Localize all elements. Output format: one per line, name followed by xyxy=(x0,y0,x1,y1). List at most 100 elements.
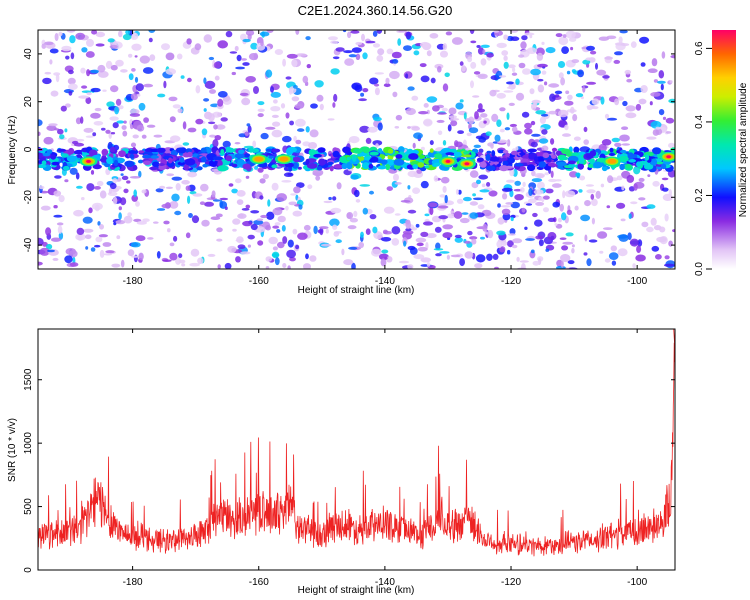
spectrogram-noise-cell xyxy=(640,62,646,67)
spectrogram-noise-cell xyxy=(569,171,578,178)
spectrogram-noise-cell xyxy=(482,223,488,232)
spectrogram-band-cell xyxy=(208,159,219,167)
spectrogram-band-cell xyxy=(601,165,608,172)
spectrogram-noise-cell xyxy=(103,253,112,256)
spectrogram-band-cell xyxy=(502,160,509,166)
spectrogram-band-cell xyxy=(408,153,419,160)
spectrogram-noise-cell xyxy=(461,65,466,72)
spectrogram-noise-cell xyxy=(270,86,274,93)
spectrogram-noise-cell xyxy=(118,105,124,110)
spectrogram-band-cell xyxy=(546,159,552,163)
spectrogram-noise-cell xyxy=(58,195,65,203)
spectrogram-noise-cell xyxy=(626,78,633,83)
spectrogram-band-cell xyxy=(369,158,379,163)
spectrogram-noise-cell xyxy=(468,116,475,125)
spectrogram-noise-cell xyxy=(234,45,239,52)
spectrogram-noise-cell xyxy=(494,134,501,142)
spectrogram-noise-cell xyxy=(86,69,91,77)
spectrogram-noise-cell xyxy=(293,186,301,194)
spectrogram-noise-cell xyxy=(169,116,176,123)
spectrogram-band-cell xyxy=(625,163,632,169)
y-tick-label: 40 xyxy=(23,48,34,60)
spectrogram-noise-cell xyxy=(488,190,498,197)
spectrogram-noise-cell xyxy=(75,138,85,142)
spectrogram-noise-cell xyxy=(320,243,332,247)
spectrogram-noise-cell xyxy=(291,96,300,102)
spectrogram-noise-cell xyxy=(241,208,250,211)
spectrogram-peak xyxy=(666,155,672,159)
spectrogram-noise-cell xyxy=(503,90,514,93)
spectrogram-noise-cell xyxy=(566,70,571,75)
spectrogram-noise-cell xyxy=(235,178,242,184)
spectrogram-noise-cell xyxy=(528,198,537,204)
spectrogram-noise-cell xyxy=(601,139,612,146)
spectrogram-noise-cell xyxy=(156,251,161,259)
spectrogram-noise-cell xyxy=(75,32,86,40)
spectrogram-noise-cell xyxy=(172,104,181,109)
spectrogram-noise-cell xyxy=(607,175,614,184)
spectrogram-noise-cell xyxy=(554,90,563,95)
spectrogram-noise-cell xyxy=(38,237,44,246)
spectrogram-noise-cell xyxy=(38,261,43,266)
spectrogram-band-cell xyxy=(587,163,594,168)
spectrogram-noise-cell xyxy=(167,228,171,233)
spectrogram-band-cell xyxy=(486,150,492,154)
spectrogram-band-cell xyxy=(505,152,510,158)
spectrogram-noise-cell xyxy=(541,70,547,75)
spectrogram-noise-cell xyxy=(374,87,380,96)
spectrogram-noise-cell xyxy=(131,43,142,51)
spectrogram-noise-cell xyxy=(265,126,276,130)
spectrogram-noise-cell xyxy=(469,170,479,178)
spectrogram-noise-cell xyxy=(257,108,265,113)
spectrogram-noise-cell xyxy=(580,214,591,222)
spectrogram-noise-cell xyxy=(341,248,345,256)
spectrogram-noise-cell xyxy=(455,102,464,110)
spectrogram-noise-cell xyxy=(571,247,575,254)
spectrogram-noise-cell xyxy=(114,106,119,115)
spectrogram-band-cell xyxy=(110,146,116,153)
spectrogram-noise-cell xyxy=(110,132,116,135)
spectrogram-band-cell xyxy=(292,162,299,169)
spectrogram-noise-cell xyxy=(367,126,378,133)
spectrogram-noise-cell xyxy=(496,119,502,127)
spectrogram-band-cell xyxy=(433,162,441,167)
spectrogram-noise-cell xyxy=(395,114,403,121)
spectrogram-band-cell xyxy=(650,158,658,166)
spectrogram-noise-cell xyxy=(93,186,101,190)
spectrogram-noise-cell xyxy=(217,40,228,49)
spectrogram-noise-cell xyxy=(56,222,64,226)
spectrogram-noise-cell xyxy=(57,128,64,135)
spectrogram-noise-cell xyxy=(412,187,421,194)
spectrogram-noise-cell xyxy=(561,46,569,54)
spectrogram-noise-cell xyxy=(492,253,499,260)
spectrogram-noise-cell xyxy=(287,239,294,248)
spectrogram-noise-cell xyxy=(621,143,630,146)
spectrogram-noise-cell xyxy=(435,253,442,257)
spectrogram-noise-cell xyxy=(199,201,206,205)
spectrogram-noise-cell xyxy=(330,207,342,214)
spectrogram-noise-cell xyxy=(512,238,523,244)
spectrogram-noise-cell xyxy=(620,43,630,47)
spectrogram-noise-cell xyxy=(118,206,123,211)
spectrogram-noise-cell xyxy=(257,101,265,106)
spectrogram-noise-cell xyxy=(486,182,491,187)
spectrogram-noise-cell xyxy=(420,146,425,151)
spectrogram-noise-cell xyxy=(511,72,518,76)
spectrogram-noise-cell xyxy=(61,45,72,52)
spectrogram-band-cell xyxy=(434,153,443,159)
spectrogram-noise-cell xyxy=(134,76,139,83)
spectrogram-noise-cell xyxy=(619,134,630,142)
spectrogram-noise-cell xyxy=(216,238,223,242)
spectrogram-noise-cell xyxy=(606,117,618,121)
spectrogram-noise-cell xyxy=(267,199,271,207)
spectrogram-noise-cell xyxy=(127,249,135,257)
spectrogram-noise-cell xyxy=(126,180,131,184)
spectrogram-noise-cell xyxy=(260,39,264,47)
spectrogram-noise-cell xyxy=(136,221,147,225)
spectrogram-band-cell xyxy=(225,155,232,162)
spectrogram-band-cell xyxy=(567,160,576,165)
y-tick-label: 1500 xyxy=(23,368,34,391)
spectrogram-band-cell xyxy=(179,157,185,163)
spectrogram-noise-cell xyxy=(614,51,623,56)
spectrogram-noise-cell xyxy=(565,232,574,237)
